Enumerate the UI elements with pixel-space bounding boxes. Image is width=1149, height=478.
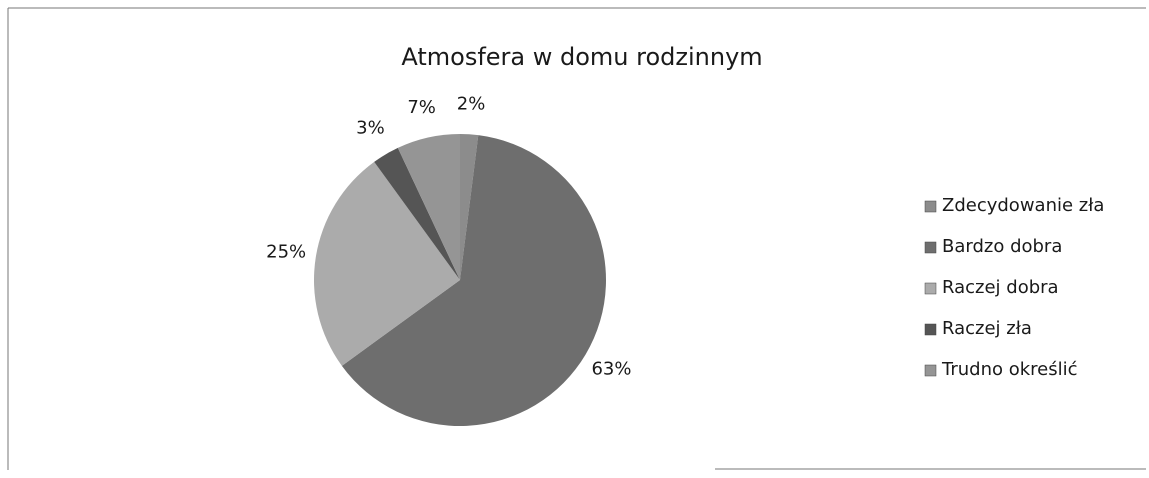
legend-label: Zdecydowanie zła xyxy=(942,195,1104,216)
chart-title: Atmosfera w domu rodzinnym xyxy=(401,43,762,71)
legend-label: Bardzo dobra xyxy=(942,236,1062,257)
data-label: 3% xyxy=(356,118,385,139)
legend-swatch xyxy=(924,241,937,254)
data-label: 63% xyxy=(591,359,631,380)
legend-swatch xyxy=(924,364,937,377)
pie-slice xyxy=(397,134,460,280)
legend-label: Raczej dobra xyxy=(942,277,1059,298)
legend-swatch xyxy=(924,323,937,336)
legend-swatch xyxy=(924,282,937,295)
pie-slice xyxy=(374,147,460,280)
data-label: 7% xyxy=(407,97,436,118)
legend-label: Trudno określić xyxy=(941,359,1078,380)
legend-label: Raczej zła xyxy=(942,318,1032,339)
data-label: 25% xyxy=(266,241,306,262)
pie-slice xyxy=(460,134,479,280)
pie-slice xyxy=(341,135,606,427)
legend-swatch xyxy=(924,200,937,213)
pie-slice xyxy=(313,161,460,366)
data-label: 2% xyxy=(457,93,486,114)
